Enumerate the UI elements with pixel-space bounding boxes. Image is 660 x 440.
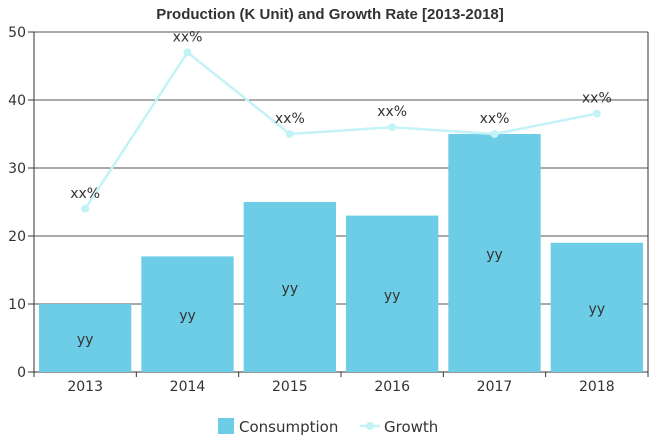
x-tick-label-2018: 2018	[579, 379, 615, 395]
legend-consumption-label: Consumption	[239, 418, 338, 436]
x-tick-label-2014: 2014	[170, 379, 206, 395]
growth-point-2018	[592, 109, 601, 118]
y-tick-label-50: 50	[8, 25, 26, 41]
bar-2014	[141, 256, 234, 372]
legend-consumption-swatch	[218, 418, 234, 434]
growth-label-2016: xx%	[377, 104, 407, 120]
bar-label-2018: yy	[589, 301, 606, 317]
chart-title: Production (K Unit) and Growth Rate [201…	[156, 6, 504, 23]
bar-label-2014: yy	[179, 308, 196, 324]
growth-line-path	[84, 50, 598, 210]
growth-point-2017	[490, 130, 499, 138]
bar-label-2016: yy	[384, 288, 401, 304]
y-tick-label-0: 0	[17, 365, 26, 381]
bar-labels: yy yy yy yy yy yy	[77, 247, 605, 348]
bar-2015	[243, 202, 336, 372]
growth-label-2015: xx%	[275, 111, 305, 127]
growth-label-2017: xx%	[480, 111, 510, 127]
growth-point-2015	[285, 130, 294, 138]
growth-label-2014: xx%	[173, 29, 203, 45]
growth-point-2016	[388, 123, 397, 132]
y-tick-label-40: 40	[8, 93, 26, 109]
growth-point-2014	[183, 48, 192, 57]
bar-label-2017: yy	[486, 247, 503, 263]
bar-2013	[39, 304, 132, 372]
y-tick-label-20: 20	[8, 229, 26, 245]
legend[interactable]: Consumption Growth	[218, 418, 438, 436]
growth-label-2018: xx%	[582, 91, 612, 107]
axes: 0 10 20 30 40 50 2013 2014 2015 2016 2017 2018	[8, 25, 649, 395]
bar-2018	[550, 242, 643, 372]
bar-label-2015: yy	[282, 281, 299, 297]
bar-label-2013: yy	[77, 332, 94, 348]
legend-growth-label: Growth	[384, 418, 438, 436]
x-tick-label-2017: 2017	[477, 379, 513, 395]
x-tick-label-2013: 2013	[67, 379, 103, 395]
growth-label-2013: xx%	[70, 186, 100, 202]
growth-line: xx% xx% xx% xx% xx% xx%	[70, 29, 612, 213]
bar-2017	[448, 134, 541, 372]
legend-growth-swatch-dot	[366, 422, 374, 430]
bars	[39, 134, 643, 372]
x-tick-label-2016: 2016	[374, 379, 410, 395]
bar-2016	[346, 215, 439, 372]
y-tick-label-30: 30	[8, 161, 26, 177]
y-tick-label-10: 10	[8, 297, 26, 313]
growth-point-2013	[81, 204, 90, 213]
x-tick-label-2015: 2015	[272, 379, 308, 395]
